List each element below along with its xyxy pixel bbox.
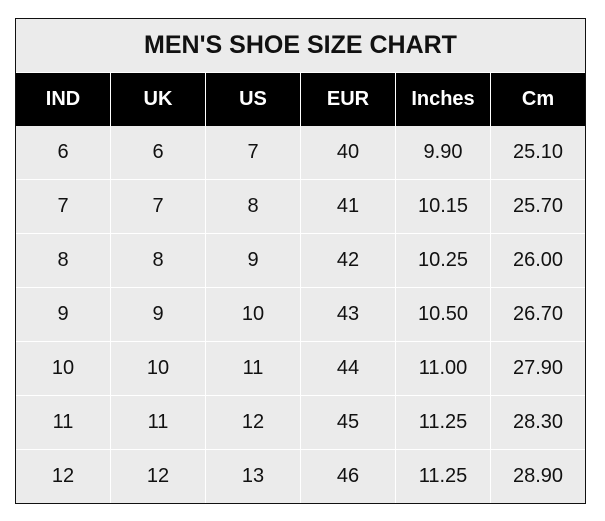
header-row: IND UK US EUR Inches Cm xyxy=(16,73,585,126)
table-row: 10 10 11 44 11.00 27.90 xyxy=(16,341,585,395)
table-cell-ind: 7 xyxy=(16,180,111,233)
column-header-eur: EUR xyxy=(301,73,396,126)
table-cell-cm: 26.00 xyxy=(512,249,564,271)
table-cell-ind: 12 xyxy=(16,450,111,503)
table-row: 8 8 9 42 10.25 26.00 xyxy=(16,233,585,287)
table-cell-us: 8 xyxy=(206,180,301,233)
table-cell-eur: 41 xyxy=(301,180,396,233)
table-row: 12 12 13 46 11.25 28.90 xyxy=(16,449,585,503)
table-cell-eur: 46 xyxy=(301,450,396,503)
table-cell-us: 13 xyxy=(206,450,301,503)
table-cell-uk: 8 xyxy=(111,234,206,287)
table-cell-uk: 9 xyxy=(111,288,206,341)
table-cell-cm: 27.90 xyxy=(512,357,564,379)
table-cell-uk: 7 xyxy=(111,180,206,233)
table-cell-inches: 10.25 xyxy=(396,234,491,287)
table-cell-inches: 10.15 xyxy=(396,180,491,233)
table-cell-uk: 11 xyxy=(111,396,206,449)
size-chart-table: MEN'S SHOE SIZE CHART IND UK US EUR Inches Cm… xyxy=(15,18,586,504)
table-cell-eur: 40 xyxy=(301,126,396,179)
table-cell-eur: 44 xyxy=(301,342,396,395)
table-cell-cm: 28.90 xyxy=(512,465,564,487)
table-cell-inches: 11.25 xyxy=(396,396,491,449)
table-cell-us: 11 xyxy=(206,342,301,395)
table-cell-inches: 10.50 xyxy=(396,288,491,341)
table-cell-us: 9 xyxy=(206,234,301,287)
table-row: 11 11 12 45 11.25 28.30 xyxy=(16,395,585,449)
table-cell-eur: 45 xyxy=(301,396,396,449)
table-cell-us: 7 xyxy=(206,126,301,179)
table-cell-ind: 9 xyxy=(16,288,111,341)
table-row: 9 9 10 43 10.50 26.70 xyxy=(16,287,585,341)
column-header-cm: Cm xyxy=(521,88,555,110)
table-cell-ind: 10 xyxy=(16,342,111,395)
table-cell-us: 12 xyxy=(206,396,301,449)
table-cell-cm: 28.30 xyxy=(512,411,564,433)
column-header-uk: UK xyxy=(111,73,206,126)
table-cell-ind: 8 xyxy=(16,234,111,287)
table-cell-uk: 12 xyxy=(111,450,206,503)
table-cell-inches: 9.90 xyxy=(396,126,491,179)
table-cell-eur: 42 xyxy=(301,234,396,287)
column-header-us: US xyxy=(206,73,301,126)
column-header-inches: Inches xyxy=(396,73,491,126)
table-cell-inches: 11.00 xyxy=(396,342,491,395)
table-cell-uk: 10 xyxy=(111,342,206,395)
table-cell-cm: 25.70 xyxy=(512,195,564,217)
table-cell-uk: 6 xyxy=(111,126,206,179)
column-header-ind: IND xyxy=(16,73,111,126)
chart-title: MEN'S SHOE SIZE CHART xyxy=(16,19,585,73)
table-cell-ind: 11 xyxy=(16,396,111,449)
table-cell-us: 10 xyxy=(206,288,301,341)
table-row: 6 6 7 40 9.90 25.10 xyxy=(16,126,585,179)
table-cell-ind: 6 xyxy=(16,126,111,179)
table-cell-cm: 25.10 xyxy=(512,141,564,163)
table-cell-eur: 43 xyxy=(301,288,396,341)
table-body: 6 6 7 40 9.90 25.10 7 7 8 41 10.15 25.70 8 8 9 42 10.25 2… xyxy=(16,126,585,503)
table-cell-inches: 11.25 xyxy=(396,450,491,503)
table-cell-cm: 26.70 xyxy=(512,303,564,325)
table-row: 7 7 8 41 10.15 25.70 xyxy=(16,179,585,233)
